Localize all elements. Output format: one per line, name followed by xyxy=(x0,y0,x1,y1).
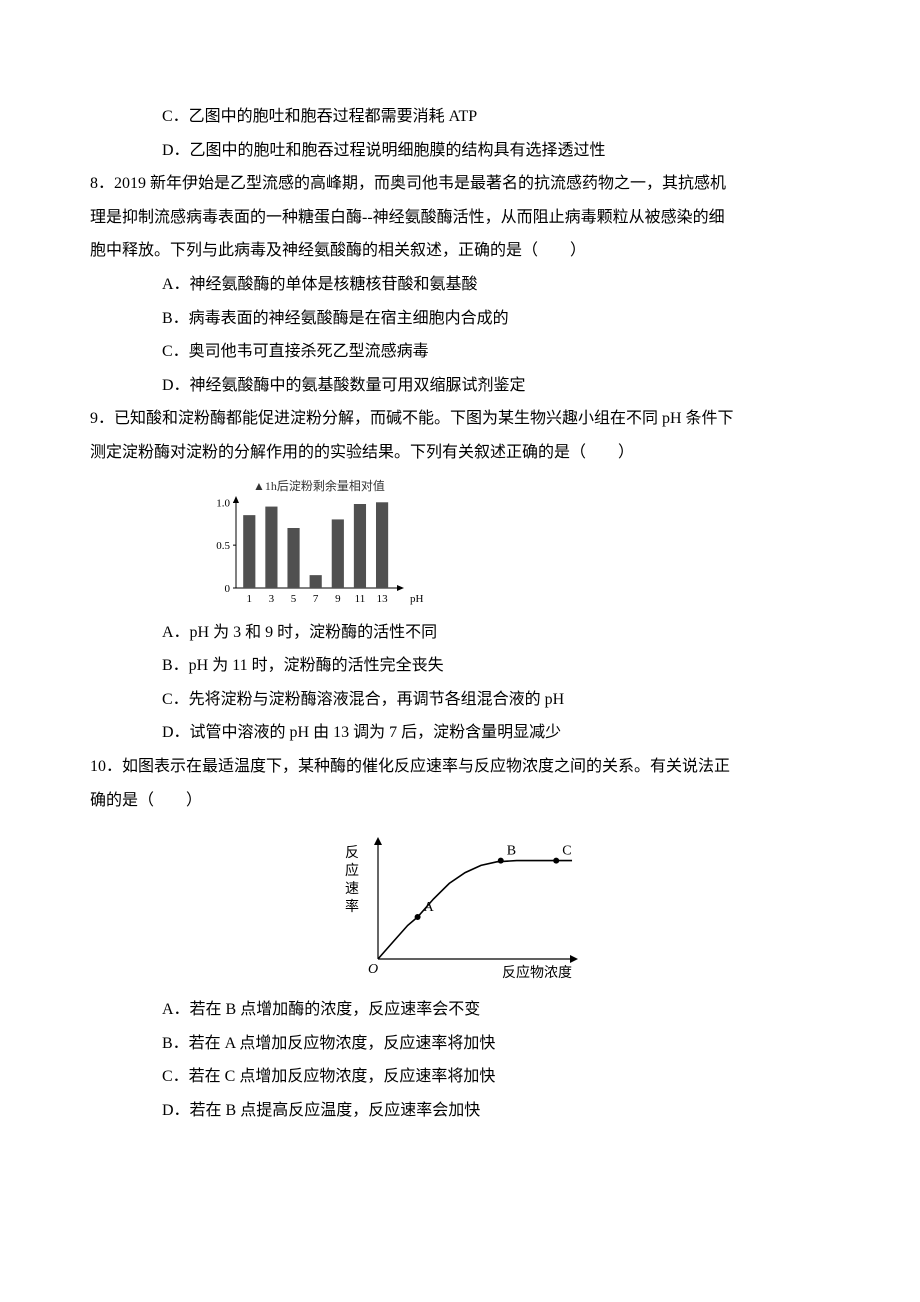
q10-option-c: C．若在 C 点增加反应物浓度，反应速率将加快 xyxy=(90,1060,830,1094)
q8-stem-line2: 理是抑制流感病毒表面的一种糖蛋白酶--神经氨酸酶活性，从而阻止病毒颗粒从被感染的… xyxy=(90,201,830,235)
q9-bar-chart: ▲1h后淀粉剩余量相对值00.51.0135791113pH xyxy=(200,478,430,608)
svg-text:B: B xyxy=(507,844,516,859)
svg-text:0.5: 0.5 xyxy=(216,540,230,552)
svg-text:速: 速 xyxy=(345,881,359,897)
svg-text:13: 13 xyxy=(377,593,389,605)
svg-text:1.0: 1.0 xyxy=(216,497,230,509)
svg-text:9: 9 xyxy=(335,593,341,605)
q8-option-c: C．奥司他韦可直接杀死乙型流感病毒 xyxy=(90,335,830,369)
svg-text:▲1h后淀粉剩余量相对值: ▲1h后淀粉剩余量相对值 xyxy=(253,478,385,493)
q9-stem-line2: 测定淀粉酶对淀粉的分解作用的的实验结果。下列有关叙述正确的是（ ） xyxy=(90,436,830,470)
svg-text:A: A xyxy=(424,900,435,915)
q8-stem-line3: 胞中释放。下列与此病毒及神经氨酸酶的相关叙述，正确的是（ ） xyxy=(90,234,830,268)
svg-text:反: 反 xyxy=(345,845,359,861)
svg-text:5: 5 xyxy=(291,593,297,605)
q10-stem-line2: 确的是（ ） xyxy=(90,784,830,818)
q9-stem-line1: 9．已知酸和淀粉酶都能促进淀粉分解，而碱不能。下图为某生物兴趣小组在不同 pH … xyxy=(90,402,830,436)
q8-option-b: B．病毒表面的神经氨酸酶是在宿主细胞内合成的 xyxy=(90,302,830,336)
svg-text:7: 7 xyxy=(313,593,319,605)
q10-line-chart: O 反应速率反应物浓度 A B C xyxy=(330,825,590,985)
q9-chart-container: ▲1h后淀粉剩余量相对值00.51.0135791113pH xyxy=(90,478,830,608)
q9-option-b: B．pH 为 11 时，淀粉酶的活性完全丧失 xyxy=(90,649,830,683)
svg-text:反应物浓度: 反应物浓度 xyxy=(502,964,572,981)
svg-text:pH: pH xyxy=(410,593,424,605)
svg-text:11: 11 xyxy=(355,593,366,605)
svg-text:0: 0 xyxy=(225,583,231,595)
svg-text:O: O xyxy=(368,962,378,977)
q10-option-d: D．若在 B 点提高反应温度，反应速率会加快 xyxy=(90,1094,830,1128)
q9-option-c: C．先将淀粉与淀粉酶溶液混合，再调节各组混合液的 pH xyxy=(90,683,830,717)
q8-option-d: D．神经氨酸酶中的氨基酸数量可用双缩脲试剂鉴定 xyxy=(90,369,830,403)
q10-stem-line1: 10．如图表示在最适温度下，某种酶的催化反应速率与反应物浓度之间的关系。有关说法… xyxy=(90,750,830,784)
q10-chart-container: O 反应速率反应物浓度 A B C xyxy=(90,825,830,985)
q7-option-c: C．乙图中的胞吐和胞吞过程都需要消耗 ATP xyxy=(90,100,830,134)
svg-text:C: C xyxy=(562,844,571,859)
svg-text:1: 1 xyxy=(247,593,253,605)
q8-stem-line1: 8．2019 新年伊始是乙型流感的高峰期，而奥司他韦是最著名的抗流感药物之一，其… xyxy=(90,167,830,201)
svg-text:率: 率 xyxy=(345,898,359,915)
q10-option-b: B．若在 A 点增加反应物浓度，反应速率将加快 xyxy=(90,1027,830,1061)
q10-option-a: A．若在 B 点增加酶的浓度，反应速率会不变 xyxy=(90,993,830,1027)
q9-option-d: D．试管中溶液的 pH 由 13 调为 7 后，淀粉含量明显减少 xyxy=(90,716,830,750)
q8-option-a: A．神经氨酸酶的单体是核糖核苷酸和氨基酸 xyxy=(90,268,830,302)
svg-text:3: 3 xyxy=(269,593,275,605)
q9-option-a: A．pH 为 3 和 9 时，淀粉酶的活性不同 xyxy=(90,616,830,650)
svg-text:应: 应 xyxy=(345,862,359,879)
q7-option-d: D．乙图中的胞吐和胞吞过程说明细胞膜的结构具有选择透过性 xyxy=(90,134,830,168)
